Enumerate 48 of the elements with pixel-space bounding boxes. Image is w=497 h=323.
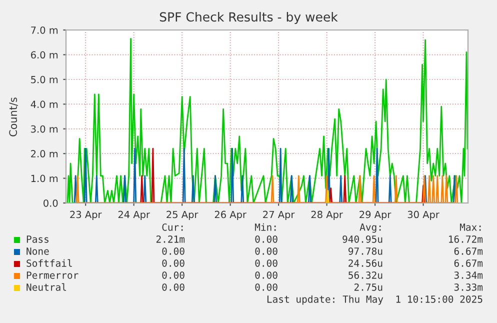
legend-label: Softfail xyxy=(26,259,72,267)
text: 3.34m xyxy=(454,271,483,279)
legend-label: Pass xyxy=(26,236,48,243)
x-tick-label: 29 Apr xyxy=(360,210,392,220)
text: Min: xyxy=(254,223,276,231)
y-tick-label: 6.0 m xyxy=(31,51,58,59)
text: 2.75u xyxy=(354,283,382,291)
text: 24.56u xyxy=(348,259,382,267)
legend-label: Neutral xyxy=(26,283,66,291)
text: 0.00 xyxy=(162,259,184,267)
text: 3.33m xyxy=(454,283,483,291)
text: 0.00 xyxy=(162,247,184,255)
text: 97.78u xyxy=(348,247,382,255)
x-tick-label: 26 Apr xyxy=(214,210,246,220)
y-tick-label: 0.0 xyxy=(44,199,58,207)
text: 6.67m xyxy=(454,259,483,267)
text: 0.00 xyxy=(255,247,278,255)
y-tick-label: 2.0 m xyxy=(31,150,58,158)
text: Max: xyxy=(460,224,481,231)
text: 6.67m xyxy=(454,247,483,255)
text: 16.72m xyxy=(449,235,483,243)
text: Last update: Thu May 1 10:15:00 2025 xyxy=(267,295,482,305)
y-tick-label: 4.0 m xyxy=(30,100,58,108)
y-axis-title: Count/s xyxy=(9,98,18,136)
y-tick-label: 3.0 m xyxy=(31,125,58,133)
text: 0.00 xyxy=(162,271,184,279)
text: 0.00 xyxy=(255,283,278,291)
text: Avg: xyxy=(360,224,381,233)
legend-label: None xyxy=(26,248,49,255)
text: Cur: xyxy=(162,223,183,231)
x-tick-label: 27 Apr xyxy=(263,210,295,220)
legend-label: Permerror xyxy=(26,272,78,279)
x-tick-label: 30 Apr xyxy=(408,210,440,220)
text: 0.00 xyxy=(255,235,278,243)
text: 0.00 xyxy=(255,259,278,267)
text: 56.32u xyxy=(348,271,382,279)
x-tick-label: 25 Apr xyxy=(166,210,198,220)
y-tick-label: 5.0 m xyxy=(31,76,58,84)
x-tick-label: 23 Apr xyxy=(70,210,102,220)
text: 0.00 xyxy=(162,283,184,291)
y-tick-label: 7.0 m xyxy=(31,26,58,34)
text: 2.21m xyxy=(156,235,185,243)
y-tick-label: 1.0 m xyxy=(31,174,58,182)
text: 0.00 xyxy=(255,271,278,279)
chart-title: SPF Check Results - by week xyxy=(160,12,338,24)
x-tick-label: 28 Apr xyxy=(311,210,343,220)
text: 940.95u xyxy=(342,235,382,243)
x-tick-label: 24 Apr xyxy=(118,210,150,220)
